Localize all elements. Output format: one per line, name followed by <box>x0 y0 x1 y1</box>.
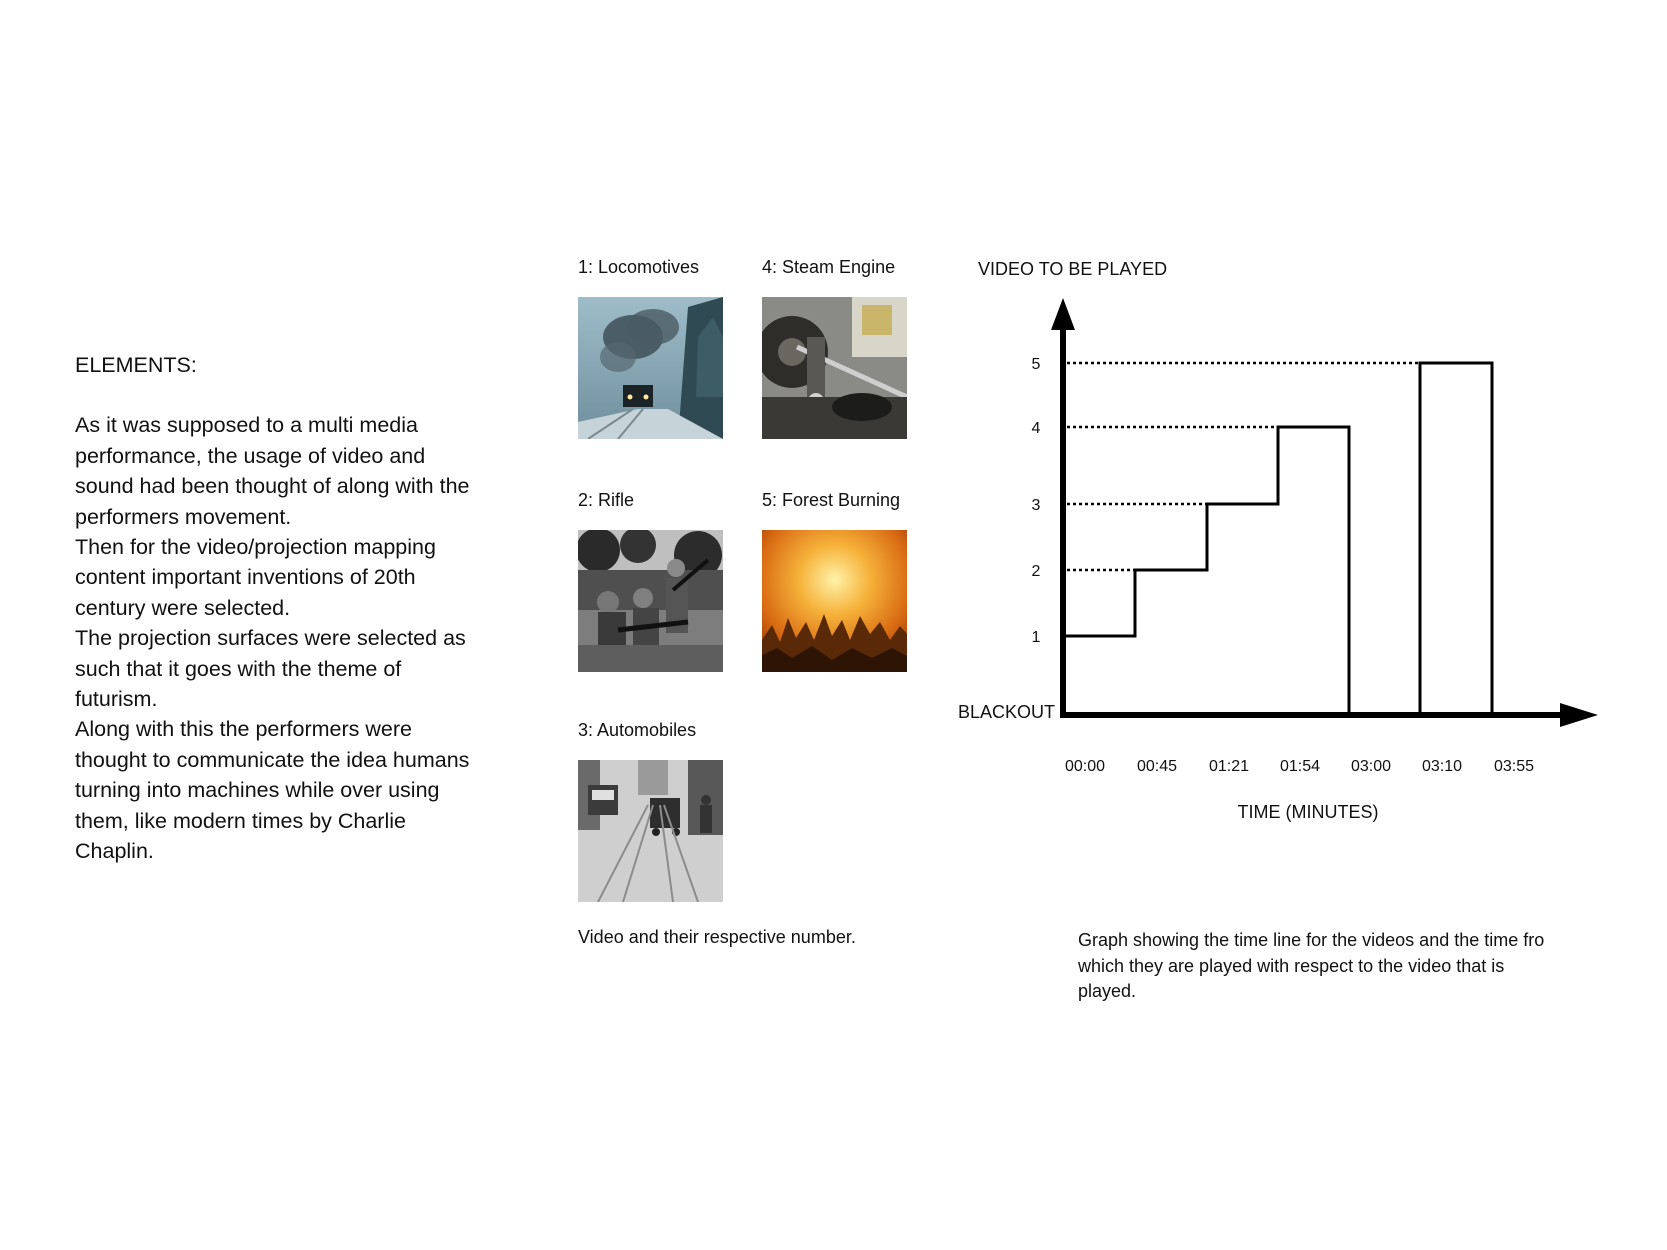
forest-fire-photo <box>762 530 907 672</box>
elements-paragraph: The projection surfaces were selected as… <box>75 626 466 712</box>
x-tick-label: 00:00 <box>1065 758 1105 775</box>
y-tick-label: 1 <box>1032 629 1041 646</box>
video-label-steam-engine: 4: Steam Engine <box>762 257 896 277</box>
x-tick-label: 03:00 <box>1351 758 1391 775</box>
videos-caption: Video and their respective number. <box>578 927 856 947</box>
y-axis-arrow-icon <box>1051 298 1075 330</box>
x-tick-label: 01:21 <box>1209 758 1249 775</box>
blackout-label: BLACKOUT <box>958 702 1055 722</box>
elements-section: ELEMENTS: As it was supposed to a multi … <box>75 350 475 867</box>
y-tick-label: 5 <box>1032 356 1041 373</box>
rifle-soldiers-photo <box>578 530 723 672</box>
x-axis-arrow-icon <box>1560 703 1598 727</box>
x-axis-title: TIME (MINUTES) <box>1238 802 1379 822</box>
automobiles-street-photo <box>578 760 723 902</box>
video-label-locomotives: 1: Locomotives <box>578 257 700 277</box>
video-label-forest-burning: 5: Forest Burning <box>762 490 901 510</box>
chart-caption: Graph showing the time line for the vide… <box>1078 930 1545 1001</box>
x-tick-label: 03:10 <box>1422 758 1462 775</box>
video-timeline-series <box>1061 361 1494 717</box>
elements-paragraph: As it was supposed to a multi media perf… <box>75 413 470 529</box>
y-tick-label: 2 <box>1032 563 1041 580</box>
y-tick-label: 4 <box>1032 420 1041 437</box>
locomotive-photo <box>578 297 723 439</box>
steam-engine-photo <box>762 297 907 439</box>
y-axis-title: VIDEO TO BE PLAYED <box>978 259 1167 279</box>
x-tick-label: 01:54 <box>1280 758 1320 775</box>
x-tick-label: 00:45 <box>1137 758 1177 775</box>
y-tick-label: 3 <box>1032 497 1041 514</box>
elements-paragraph: Along with this the performers were thou… <box>75 717 470 864</box>
video-label-rifle: 2: Rifle <box>578 490 635 510</box>
elements-paragraph: Then for the video/projection mapping co… <box>75 535 436 620</box>
video-label-automobiles: 3: Automobiles <box>578 720 697 740</box>
elements-heading: ELEMENTS: <box>75 353 197 377</box>
x-tick-label: 03:55 <box>1494 758 1534 775</box>
